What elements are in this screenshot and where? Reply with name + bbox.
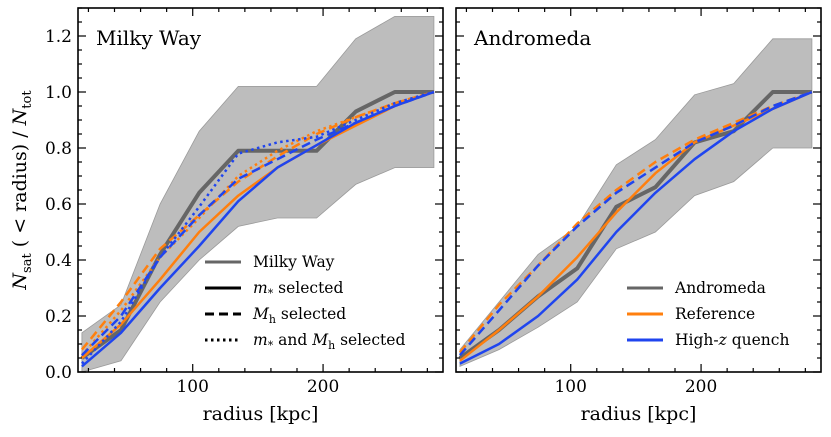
legend-label: m* and Mh selected [253, 331, 405, 352]
y-axis-label-part: tot [20, 90, 35, 109]
series-line-reference-dashed [458, 90, 813, 354]
series-line-reference [459, 90, 813, 362]
x-tick-label: 200 [307, 377, 339, 397]
legend-label-part: m [253, 279, 268, 297]
y-tick-label: 0.0 [45, 363, 72, 383]
y-tick-label: 1.2 [45, 27, 72, 47]
scatter-band [81, 15, 435, 373]
legend-label-part: h [269, 313, 276, 326]
legend-label: Andromeda [674, 279, 766, 297]
y-axis-label-part: ( < radius) / [9, 125, 31, 253]
legend-label-part: Andromeda [674, 279, 766, 297]
legend-label-part: selected [273, 279, 343, 297]
y-tick-label: 0.8 [45, 139, 72, 159]
y-axis-label: Nsat ( < radius) / Ntot [9, 90, 35, 291]
legend-label-part: M [252, 305, 270, 323]
legend-label-part: quench [727, 331, 790, 349]
x-tick-label: 100 [176, 377, 208, 397]
legend-label-part: M [311, 331, 329, 349]
series-line-high-z-quench [459, 90, 813, 365]
legend-label-part: selected [335, 331, 405, 349]
panel-title: Milky Way [96, 26, 202, 50]
legend-label-part: z [718, 331, 728, 349]
x-tick-label: 200 [685, 377, 717, 397]
y-axis-label-part: N [9, 272, 31, 291]
series-line-milky-way-observed [80, 90, 434, 360]
legend: Andromeda Reference High-z quench [627, 279, 789, 349]
y-axis-label-group: Nsat ( < radius) / Ntot [9, 90, 35, 291]
legend-label: m* selected [253, 279, 343, 300]
legend-label: Mh selected [252, 305, 346, 326]
legend-label-part: High- [675, 331, 719, 349]
legend-label-part: and [273, 331, 312, 349]
panel-title: Andromeda [473, 26, 591, 50]
legend-label-part: * [268, 339, 274, 352]
legend-label: High-z quench [675, 331, 789, 349]
y-tick-label: 0.2 [45, 307, 72, 327]
series-line-reference-m-selected [81, 90, 435, 359]
panel-1: 100 200 0.0 0.2 0.4 0.6 0.8 1.0 1.2 radius [kpc] M… [45, 7, 444, 425]
series-line-high-z-quench-m-and-mh-selected [80, 90, 435, 365]
y-axis-label-part: sat [20, 253, 35, 273]
series-line-reference-m-and-mh-selected [80, 90, 435, 357]
y-axis-label-part: N [9, 107, 31, 126]
legend-label: Milky Way [253, 253, 335, 271]
series-line-high-z-quench-dashed [458, 90, 813, 357]
y-tick-label: 1.0 [45, 83, 72, 103]
legend-label-part: h [328, 339, 335, 352]
legend-label-part: m [253, 331, 268, 349]
x-axis-label: radius [kpc] [581, 403, 697, 425]
x-tick-label: 100 [554, 377, 586, 397]
y-tick-label: 0.6 [45, 195, 72, 215]
legend-label: Reference [675, 305, 755, 323]
legend-label-part: * [268, 287, 274, 300]
series-line-high-z-quench-mh-selected [81, 90, 435, 357]
scatter-band [459, 38, 813, 368]
series-line-high-z-quench-m-selected [81, 90, 435, 368]
y-tick-label: 0.4 [45, 251, 72, 271]
legend-label-part: selected [276, 305, 346, 323]
legend-label-part: Milky Way [253, 253, 335, 271]
panel-2: 100 200 radius [kpc] Andromeda Andromeda Refe… [455, 7, 822, 425]
legend-label-part: Reference [675, 305, 755, 323]
x-axis-label: radius [kpc] [203, 403, 319, 425]
